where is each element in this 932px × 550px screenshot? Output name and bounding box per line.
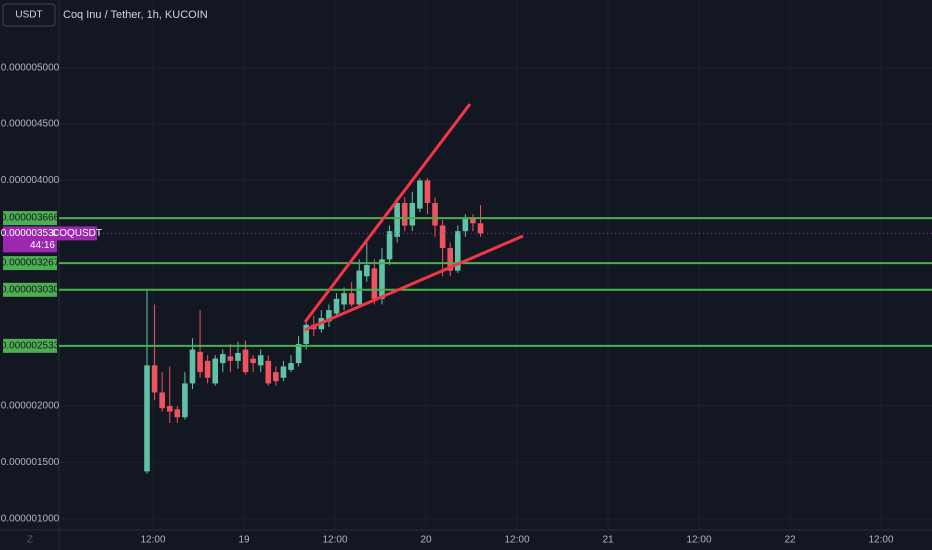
level-label-box [3, 338, 57, 353]
x-tick-label: 21 [602, 535, 614, 546]
level-label: 0.000003666 [1, 213, 60, 224]
candle-body [174, 409, 181, 418]
last-price-box [3, 226, 57, 253]
timezone-icon[interactable]: Z [27, 535, 33, 546]
candle-body [280, 366, 287, 378]
candle-body [409, 202, 416, 226]
candle-body [439, 225, 446, 249]
candle-body [273, 372, 279, 382]
countdown: 44:16 [30, 240, 55, 251]
level-label: 0.000003030 [1, 284, 60, 295]
candle-body [227, 356, 234, 361]
candle-body [159, 392, 165, 409]
candle-body [348, 293, 355, 305]
candle-body [341, 293, 347, 305]
candle-body [477, 223, 484, 234]
plot [59, 178, 932, 474]
level-label-box [3, 211, 57, 226]
chart-title: Coq Inu / Tether, 1h, KUCOIN [63, 9, 208, 21]
x-tick-label: 12:00 [868, 535, 893, 546]
candle-body [356, 270, 363, 305]
symbol-label: COQUSDT [52, 228, 102, 239]
level-label: 0.000002533 [1, 340, 60, 351]
x-tick-label: 22 [784, 535, 796, 546]
level-label-box [3, 282, 57, 297]
candle-body [235, 352, 241, 361]
candle-body [364, 265, 370, 277]
candle-body [394, 202, 400, 237]
candle-body [257, 355, 264, 366]
y-tick-label: 0.000001000 [1, 513, 60, 524]
y-tick-label: 0.000001500 [1, 457, 60, 468]
candle-body [295, 343, 302, 364]
y-tick-label: 0.000002000 [1, 401, 60, 412]
candle-body [182, 383, 188, 418]
candle-body [204, 360, 211, 378]
candle-body [151, 365, 158, 393]
x-tick-label: 20 [420, 535, 432, 546]
candle-body [189, 349, 196, 384]
candle-body [303, 324, 309, 344]
candle-body [333, 298, 340, 314]
y-tick-label: 0.000004500 [1, 119, 60, 130]
x-tick-label: 12:00 [504, 535, 529, 546]
symbol-box [57, 226, 97, 241]
candle-body [197, 351, 203, 373]
candle-body [401, 202, 408, 226]
candle-body [379, 259, 385, 299]
trend-line[interactable] [303, 103, 472, 323]
x-tick-label: 12:00 [140, 535, 165, 546]
candle-body [242, 349, 249, 373]
candle-body [386, 231, 393, 260]
y-tick-label: 0.000004000 [1, 175, 60, 186]
candle-body [447, 248, 453, 271]
candle-body [220, 354, 226, 364]
candle-body [470, 218, 476, 224]
currency[interactable]: USDT [15, 10, 42, 21]
candle-body [326, 310, 332, 322]
x-tick-label: 19 [238, 535, 250, 546]
level-label: 0.000003267 [1, 258, 60, 269]
candle-body [265, 360, 272, 384]
candle-body [417, 180, 423, 209]
candle-body [424, 180, 431, 203]
level-label-box [3, 256, 57, 271]
grid [59, 0, 932, 530]
candle-body [288, 363, 294, 370]
candle-body [432, 202, 438, 226]
trend-line[interactable] [304, 234, 524, 332]
y-tick-label: 0.000005000 [1, 62, 60, 73]
axis-labels: 0.000005000 0.000004500 0.000004000 0.00000… [1, 62, 894, 545]
candle-body [144, 365, 150, 472]
candle-body [371, 268, 378, 299]
candle-body [454, 231, 461, 271]
candle-body [462, 218, 469, 232]
candle-body [166, 405, 173, 412]
x-tick-label: 12:00 [322, 535, 347, 546]
candle-body [250, 358, 256, 364]
currency-box[interactable] [2, 3, 56, 27]
x-tick-label: 12:00 [686, 535, 711, 546]
last-price-label: 0.000003530 [1, 228, 60, 239]
candle-body [212, 358, 219, 384]
